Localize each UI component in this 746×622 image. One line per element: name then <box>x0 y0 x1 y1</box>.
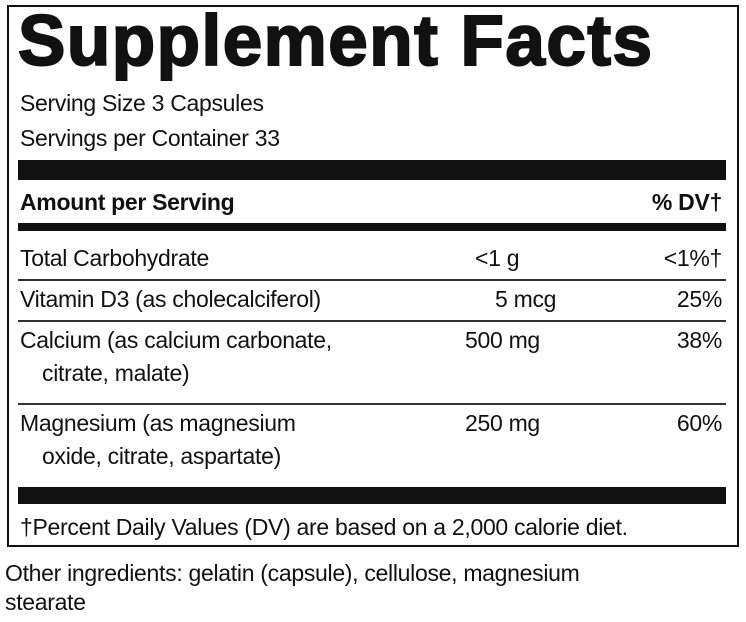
label-box <box>7 5 739 547</box>
nutrient-dv: 38% <box>676 327 722 353</box>
nutrient-name: citrate, malate) <box>42 360 190 386</box>
serving-size: Serving Size 3 Capsules <box>20 90 264 116</box>
thick-bar <box>18 487 726 504</box>
row-rule <box>18 320 726 322</box>
nutrient-name: Calcium (as calcium carbonate, <box>20 327 332 353</box>
nutrient-dv: <1%† <box>663 245 723 271</box>
nutrient-name: Total Carbohydrate <box>20 245 209 271</box>
column-header-amount: Amount per Serving <box>20 189 235 215</box>
nutrient-amount: 5 mcg <box>495 286 557 312</box>
column-header-dv: % DV† <box>651 189 722 215</box>
nutrient-name: Vitamin D3 (as cholecalciferol) <box>20 286 321 312</box>
other-ingredients-line: stearate <box>5 589 86 615</box>
thick-bar <box>18 160 726 180</box>
row-rule <box>18 279 726 281</box>
servings-per-container: Servings per Container 33 <box>20 125 280 151</box>
other-ingredients-line: Other ingredients: gelatin (capsule), ce… <box>5 560 580 586</box>
nutrient-dv: 25% <box>676 286 722 312</box>
nutrient-amount: <1 g <box>475 245 520 271</box>
label-title: Supplement Facts <box>17 1 654 82</box>
nutrient-amount: 250 mg <box>465 410 540 436</box>
row-rule <box>18 403 726 405</box>
nutrient-amount: 500 mg <box>465 327 540 353</box>
medium-bar <box>18 223 726 231</box>
nutrient-dv: 60% <box>676 410 722 436</box>
footnote: †Percent Daily Values (DV) are based on … <box>20 514 628 540</box>
nutrient-name: Magnesium (as magnesium <box>20 410 296 436</box>
nutrient-name: oxide, citrate, aspartate) <box>42 443 281 469</box>
